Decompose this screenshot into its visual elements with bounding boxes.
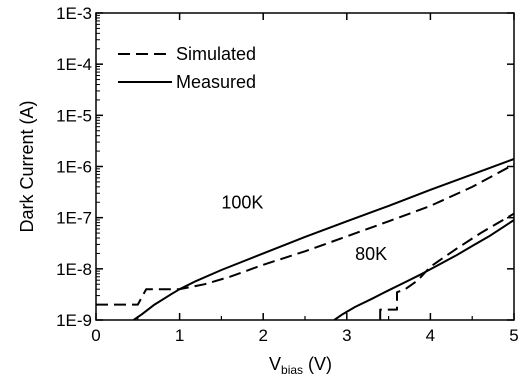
series-line-100k-simulated	[96, 163, 514, 306]
y-tick-label: 1E-6	[56, 158, 92, 177]
y-axis-title: Dark Current (A)	[17, 100, 37, 232]
series-line-80k-measured	[333, 219, 514, 320]
x-tick-label: 0	[91, 326, 100, 345]
y-tick-label: 1E-8	[56, 260, 92, 279]
legend: Simulated Measured	[118, 44, 256, 92]
y-tick-label: 1E-7	[56, 209, 92, 228]
x-axis-title-main: V	[269, 354, 281, 374]
series-line-100k-measured	[133, 158, 514, 320]
series-group	[96, 158, 514, 320]
x-axis-title: Vbias (V)	[269, 354, 332, 377]
y-tick-label: 1E-4	[56, 55, 92, 74]
plot-frame	[95, 12, 515, 321]
x-axis-title-subscript: bias	[281, 363, 303, 377]
x-axis-title-unit: (V)	[303, 354, 332, 374]
legend-label: Simulated	[176, 44, 256, 64]
curve-label: 100K	[221, 193, 263, 213]
x-tick-label: 1	[175, 326, 184, 345]
legend-label: Measured	[176, 72, 256, 92]
x-tick-label: 4	[426, 326, 435, 345]
y-tick-label: 1E-3	[56, 4, 92, 23]
series-line-80k-simulated	[379, 212, 514, 320]
x-tick-label: 3	[342, 326, 351, 345]
x-tick-label: 2	[258, 326, 267, 345]
axes: 0 1 2 3 4 5 1E-9 1E-8 1E-7 1E-6 1E-5 1E-4 1E-3	[56, 4, 519, 345]
x-tick-label: 5	[509, 326, 518, 345]
y-tick-label: 1E-5	[56, 106, 92, 125]
y-tick-label: 1E-9	[56, 311, 92, 330]
plot-area: 100K 80K	[96, 158, 514, 320]
curve-label: 80K	[355, 244, 387, 264]
